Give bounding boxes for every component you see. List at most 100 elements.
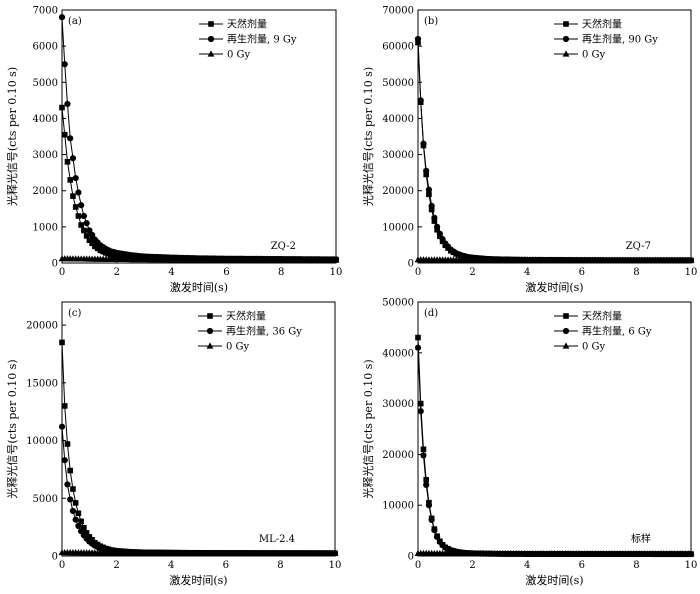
data-point (415, 334, 421, 341)
legend-entry: 再生剂量, 9 Gy (199, 33, 297, 46)
y-tick-label: 0 (52, 552, 58, 563)
data-point (436, 230, 443, 237)
legend-label: 天然剂量 (582, 18, 622, 31)
x-tick-label: 0 (59, 267, 65, 278)
legend-label: 再生剂量, 6 Gy (582, 325, 652, 338)
data-point (80, 212, 88, 220)
data-point (61, 457, 68, 464)
series-3 (414, 549, 695, 557)
data-point (67, 135, 74, 142)
data-point (67, 467, 73, 474)
data-point (70, 193, 76, 199)
legend-entry: 0 Gy (554, 342, 606, 353)
data-point (414, 344, 422, 351)
data-point (423, 481, 430, 488)
data-point (64, 441, 71, 447)
series-2 (58, 14, 340, 263)
y-axis-label: 光释光信号(cts per 0.10 s) (5, 67, 19, 206)
x-axis-label: 激发时间(s) (170, 280, 228, 294)
data-point (89, 231, 96, 239)
data-point (426, 191, 432, 198)
y-tick-label: 15000 (26, 378, 58, 389)
data-point (67, 177, 74, 183)
data-point (431, 214, 438, 221)
y-tick-label: 0 (408, 552, 414, 563)
data-point (72, 500, 79, 506)
legend-label: 天然剂量 (227, 18, 267, 31)
chart-panel-4: 0 2 4 6 8 10 0 10000 20000 30000 40000 50000 激发时间(s)… (361, 298, 697, 588)
data-point (420, 140, 427, 147)
y-tick-label: 10000 (382, 501, 414, 512)
sample-label: 标样 (631, 532, 651, 545)
legend-marker (563, 313, 569, 319)
x-tick-label: 10 (329, 560, 342, 571)
data-point (86, 534, 93, 540)
legend-label: 天然剂量 (582, 310, 622, 323)
data-point (64, 100, 71, 108)
legend-label: 0 Gy (582, 342, 606, 353)
y-tick-label: 7000 (33, 6, 58, 17)
legend-entry: 再生剂量, 36 Gy (198, 325, 302, 338)
x-tick-label: 8 (633, 267, 639, 278)
series-line (417, 42, 692, 261)
series-1 (415, 334, 694, 557)
sample-label: ZQ-7 (626, 241, 651, 252)
data-point (434, 223, 441, 230)
data-point (431, 218, 438, 224)
x-tick-label: 4 (168, 560, 174, 571)
data-point (72, 174, 79, 182)
data-point (89, 537, 95, 543)
data-point (431, 526, 438, 534)
legend-label: 0 Gy (226, 342, 250, 353)
x-tick-label: 8 (277, 560, 283, 571)
series-line (417, 38, 692, 261)
series-2 (58, 423, 339, 557)
legend-label: 再生剂量, 36 Gy (226, 325, 302, 338)
x-tick-label: 2 (114, 267, 120, 278)
y-tick-label: 2000 (33, 186, 58, 197)
x-tick-label: 10 (330, 267, 343, 278)
y-tick-label: 20000 (26, 321, 58, 332)
data-point (75, 510, 82, 517)
series-line (61, 107, 337, 261)
data-point (69, 507, 77, 515)
x-tick-label: 6 (223, 560, 229, 571)
data-point (420, 452, 427, 459)
legend-entry: 0 Gy (554, 50, 606, 61)
data-point (687, 256, 695, 263)
data-point (75, 189, 82, 196)
data-point (67, 496, 74, 503)
legend-marker (562, 35, 570, 43)
legend-label: 0 Gy (582, 50, 606, 61)
data-point (75, 522, 82, 530)
y-tick-label: 30000 (382, 150, 414, 161)
legend-entry: 0 Gy (199, 50, 251, 61)
sample-label: ML-2.4 (259, 534, 295, 545)
data-point (428, 206, 435, 213)
x-axis-label: 激发时间(s) (525, 573, 583, 587)
data-point (332, 256, 340, 263)
data-point (75, 213, 82, 219)
data-point (61, 61, 68, 68)
y-tick-label: 0 (408, 259, 414, 270)
x-tick-label: 2 (469, 267, 475, 278)
y-tick-label: 50000 (382, 78, 414, 89)
y-tick-label: 70000 (382, 6, 414, 17)
legend-marker (206, 327, 214, 335)
y-tick-label: 60000 (382, 42, 414, 53)
y-tick-label: 0 (52, 259, 58, 270)
sample-label: ZQ-2 (271, 241, 296, 252)
data-point (70, 486, 76, 492)
data-point (89, 240, 95, 247)
data-point (86, 227, 93, 234)
legend-marker (207, 50, 215, 57)
panel-label: (d) (424, 308, 438, 319)
series-line (61, 342, 336, 554)
data-point (423, 167, 430, 174)
series-line (417, 337, 691, 555)
y-tick-label: 30000 (382, 399, 414, 410)
plot-frame (61, 9, 337, 264)
data-point (687, 550, 695, 557)
legend-entry: 天然剂量 (554, 18, 622, 31)
